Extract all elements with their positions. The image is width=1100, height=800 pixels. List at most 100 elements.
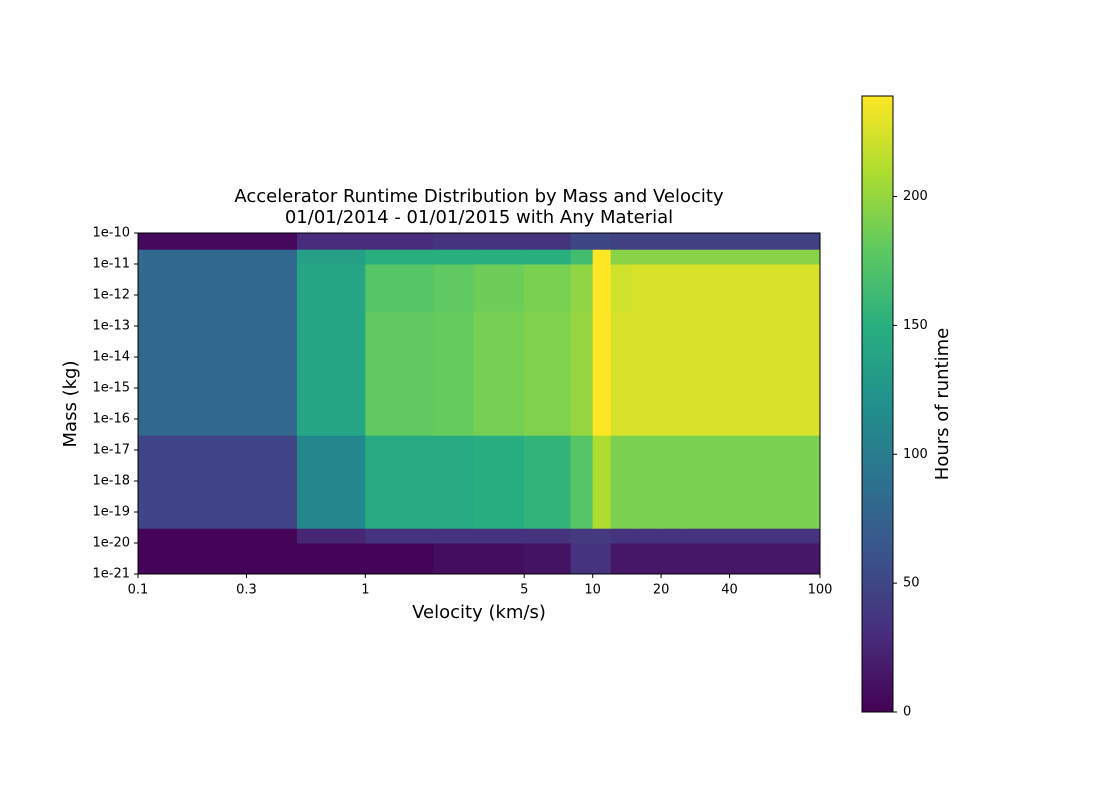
y-axis-label: Mass (kg) xyxy=(60,361,81,448)
heatmap-cell xyxy=(570,435,594,529)
x-tick-label: 0.1 xyxy=(128,583,149,598)
heatmap-cell xyxy=(610,528,634,544)
heatmap-cell xyxy=(524,528,572,544)
y-tick-label: 1e-17 xyxy=(92,443,130,458)
heatmap-cell xyxy=(661,249,684,265)
heatmap-cell xyxy=(138,233,298,250)
heatmap-cell xyxy=(661,264,684,312)
heatmap-cell xyxy=(683,233,821,250)
heatmap-cell xyxy=(683,435,821,529)
heatmap-cell xyxy=(632,233,662,250)
colorbar-tick-label: 100 xyxy=(903,447,928,462)
heatmap-cell xyxy=(570,264,594,312)
heatmap-cell xyxy=(524,233,572,250)
y-tick-label: 1e-13 xyxy=(92,319,130,334)
heatmap-cell xyxy=(592,264,612,312)
heatmap-cell xyxy=(610,543,634,575)
heatmap-cell xyxy=(661,311,684,436)
heatmap-cell xyxy=(296,264,366,312)
heatmap-cell xyxy=(433,543,475,575)
x-tick-label: 5 xyxy=(520,583,528,598)
colorbar-tick-label: 0 xyxy=(903,705,911,720)
heatmap-cell xyxy=(632,249,662,265)
y-tick-label: 1e-12 xyxy=(92,288,130,303)
heatmap-cell xyxy=(138,528,298,544)
heatmap-cell xyxy=(661,543,684,575)
heatmap-cell xyxy=(365,543,435,575)
heatmap-cell xyxy=(610,249,634,265)
heatmap-cell xyxy=(570,528,594,544)
y-tick-label: 1e-10 xyxy=(92,226,130,241)
heatmap-cell xyxy=(296,233,366,250)
heatmap-cell xyxy=(592,233,612,250)
heatmap-cell xyxy=(632,543,662,575)
x-tick-label: 20 xyxy=(653,583,670,598)
heatmap-cell xyxy=(296,528,366,544)
heatmap-cell xyxy=(570,543,594,575)
heatmap-cell xyxy=(524,311,572,436)
heatmap-cell xyxy=(433,233,475,250)
heatmap-cell xyxy=(661,435,684,529)
x-tick-label: 10 xyxy=(584,583,601,598)
colorbar xyxy=(861,95,894,713)
chart-title: Accelerator Runtime Distribution by Mass… xyxy=(234,186,724,207)
heatmap-cell xyxy=(610,264,634,312)
heatmap-cell xyxy=(365,435,435,529)
heatmap-cell xyxy=(592,435,612,529)
y-tick-label: 1e-19 xyxy=(92,505,130,520)
heatmap-cell xyxy=(473,528,525,544)
heatmap-cell xyxy=(473,311,525,436)
heatmap-cell xyxy=(524,249,572,265)
heatmap-cell xyxy=(592,528,612,544)
heatmap-cell xyxy=(610,233,634,250)
y-tick-label: 1e-18 xyxy=(92,474,130,489)
heatmap-cell xyxy=(524,543,572,575)
heatmap-cell xyxy=(570,249,594,265)
heatmap-cell xyxy=(296,249,366,265)
heatmap-cell xyxy=(433,311,475,436)
heatmap-cell xyxy=(433,264,475,312)
y-tick-label: 1e-16 xyxy=(92,412,130,427)
heatmap-cell xyxy=(365,249,435,265)
plot-frame xyxy=(137,232,821,575)
heatmap-cell xyxy=(433,249,475,265)
heatmap-cell xyxy=(433,435,475,529)
heatmap-cell xyxy=(524,264,572,312)
heatmap-cell xyxy=(296,543,366,575)
heatmap-cell xyxy=(570,233,594,250)
heatmap-cell xyxy=(138,264,298,312)
y-tick-label: 1e-11 xyxy=(92,257,130,272)
heatmap-cell xyxy=(473,435,525,529)
x-tick-label: 1 xyxy=(361,583,369,598)
heatmap-cell xyxy=(610,435,634,529)
y-tick-label: 1e-21 xyxy=(92,567,130,582)
heatmap-cell xyxy=(138,543,298,575)
y-tick-label: 1e-20 xyxy=(92,536,130,551)
x-tick-label: 0.3 xyxy=(236,583,257,598)
heatmap-cell xyxy=(365,264,435,312)
heatmap-cell xyxy=(365,528,435,544)
heatmap-cell xyxy=(365,311,435,436)
heatmap-cell xyxy=(570,311,594,436)
heatmap-cell xyxy=(365,233,435,250)
heatmap-cell xyxy=(683,311,821,436)
heatmap-cell xyxy=(473,249,525,265)
colorbar-tick-label: 200 xyxy=(903,189,928,204)
heatmap-cell xyxy=(683,543,821,575)
heatmap-cell xyxy=(632,311,662,436)
colorbar-tick-label: 50 xyxy=(903,576,920,591)
colorbar-label: Hours of runtime xyxy=(932,328,953,480)
x-tick-label: 40 xyxy=(721,583,738,598)
heatmap-cell xyxy=(661,528,684,544)
heatmap-cell xyxy=(610,311,634,436)
heatmap-cell xyxy=(683,528,821,544)
heatmap-cell xyxy=(296,435,366,529)
heatmap-cell xyxy=(296,311,366,436)
heatmap-cell xyxy=(524,435,572,529)
y-tick-label: 1e-15 xyxy=(92,381,130,396)
heatmap-cell xyxy=(473,233,525,250)
heatmap-cell xyxy=(632,264,662,312)
x-tick-label: 100 xyxy=(808,583,833,598)
x-axis-label: Velocity (km/s) xyxy=(412,602,546,623)
